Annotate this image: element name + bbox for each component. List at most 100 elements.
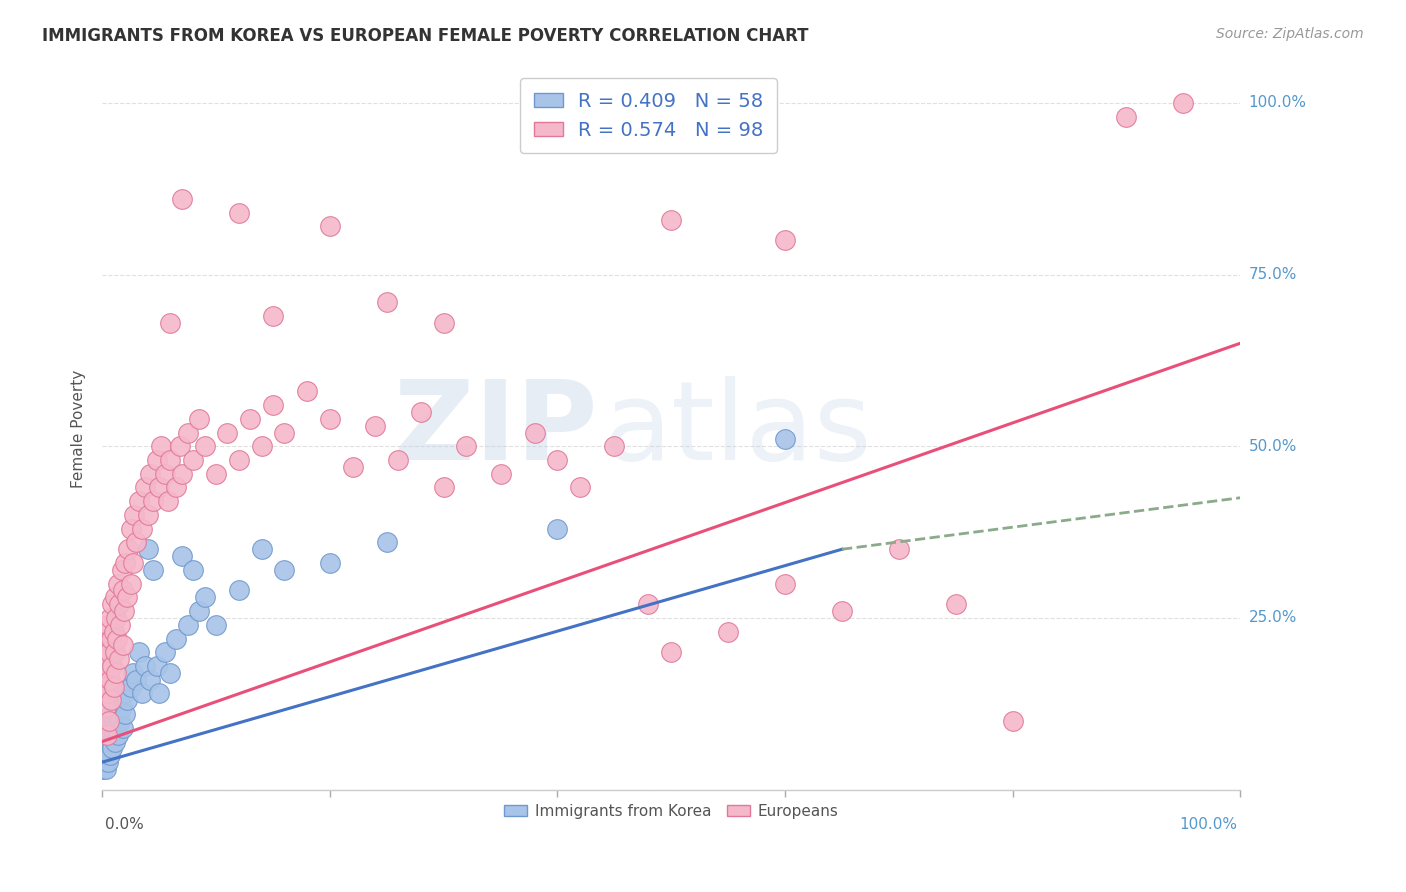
Point <box>94 700 117 714</box>
Text: 100.0%: 100.0% <box>1249 95 1306 111</box>
Point <box>188 411 211 425</box>
Point <box>142 494 165 508</box>
Point <box>159 316 181 330</box>
Point <box>375 295 398 310</box>
Point <box>96 659 118 673</box>
Point <box>148 480 170 494</box>
Point <box>100 734 122 748</box>
Point <box>887 542 910 557</box>
Point <box>93 665 115 680</box>
Point <box>831 604 853 618</box>
Text: 25.0%: 25.0% <box>1249 610 1296 625</box>
Point <box>1173 95 1195 110</box>
Point <box>153 467 176 481</box>
Point <box>131 686 153 700</box>
Point <box>139 673 162 687</box>
Point <box>134 480 156 494</box>
Point <box>217 425 239 440</box>
Point <box>150 439 173 453</box>
Point <box>98 714 121 728</box>
Point <box>146 659 169 673</box>
Point <box>94 734 117 748</box>
Point <box>98 611 121 625</box>
Point <box>120 576 142 591</box>
Point <box>262 398 284 412</box>
Text: IMMIGRANTS FROM KOREA VS EUROPEAN FEMALE POVERTY CORRELATION CHART: IMMIGRANTS FROM KOREA VS EUROPEAN FEMALE… <box>42 27 808 45</box>
Point <box>108 652 131 666</box>
Text: 0.0%: 0.0% <box>105 817 143 832</box>
Point <box>157 494 180 508</box>
Point <box>273 425 295 440</box>
Point <box>409 405 432 419</box>
Point <box>104 591 127 605</box>
Point <box>239 411 262 425</box>
Point <box>659 212 682 227</box>
Point <box>134 659 156 673</box>
Point <box>364 418 387 433</box>
Point <box>176 617 198 632</box>
Point <box>120 680 142 694</box>
Point <box>97 617 120 632</box>
Point <box>176 425 198 440</box>
Point <box>433 316 456 330</box>
Point <box>105 632 128 646</box>
Point <box>456 439 478 453</box>
Point <box>98 728 121 742</box>
Point <box>122 665 145 680</box>
Point <box>110 700 132 714</box>
Point <box>103 624 125 639</box>
Point <box>131 522 153 536</box>
Text: ZIP: ZIP <box>394 376 598 483</box>
Point <box>153 645 176 659</box>
Point <box>1115 110 1137 124</box>
Point <box>523 425 546 440</box>
Point <box>319 411 342 425</box>
Point <box>122 508 145 522</box>
Point <box>97 721 120 735</box>
Point <box>159 665 181 680</box>
Point <box>273 563 295 577</box>
Point <box>105 707 128 722</box>
Point <box>146 453 169 467</box>
Point <box>228 453 250 467</box>
Point <box>111 639 134 653</box>
Point <box>170 192 193 206</box>
Point <box>114 556 136 570</box>
Point <box>98 673 121 687</box>
Text: Source: ZipAtlas.com: Source: ZipAtlas.com <box>1216 27 1364 41</box>
Point <box>188 604 211 618</box>
Point <box>98 714 121 728</box>
Point <box>98 645 121 659</box>
Text: 100.0%: 100.0% <box>1180 817 1237 832</box>
Point <box>205 617 228 632</box>
Point <box>142 563 165 577</box>
Point <box>169 439 191 453</box>
Point <box>194 591 217 605</box>
Point <box>387 453 409 467</box>
Point <box>165 480 187 494</box>
Point <box>165 632 187 646</box>
Point <box>181 453 204 467</box>
Point <box>114 707 136 722</box>
Y-axis label: Female Poverty: Female Poverty <box>72 370 86 488</box>
Point <box>117 693 139 707</box>
Point <box>104 734 127 748</box>
Point <box>250 439 273 453</box>
Point <box>945 597 967 611</box>
Point <box>104 721 127 735</box>
Point <box>659 645 682 659</box>
Point <box>94 632 117 646</box>
Point <box>104 611 127 625</box>
Point <box>603 439 626 453</box>
Point <box>100 693 122 707</box>
Point <box>110 563 132 577</box>
Point <box>98 748 121 763</box>
Point <box>101 741 124 756</box>
Point <box>342 459 364 474</box>
Point <box>489 467 512 481</box>
Point <box>125 673 148 687</box>
Point <box>319 219 342 234</box>
Point <box>101 659 124 673</box>
Legend: Immigrants from Korea, Europeans: Immigrants from Korea, Europeans <box>498 798 844 825</box>
Text: atlas: atlas <box>603 376 872 483</box>
